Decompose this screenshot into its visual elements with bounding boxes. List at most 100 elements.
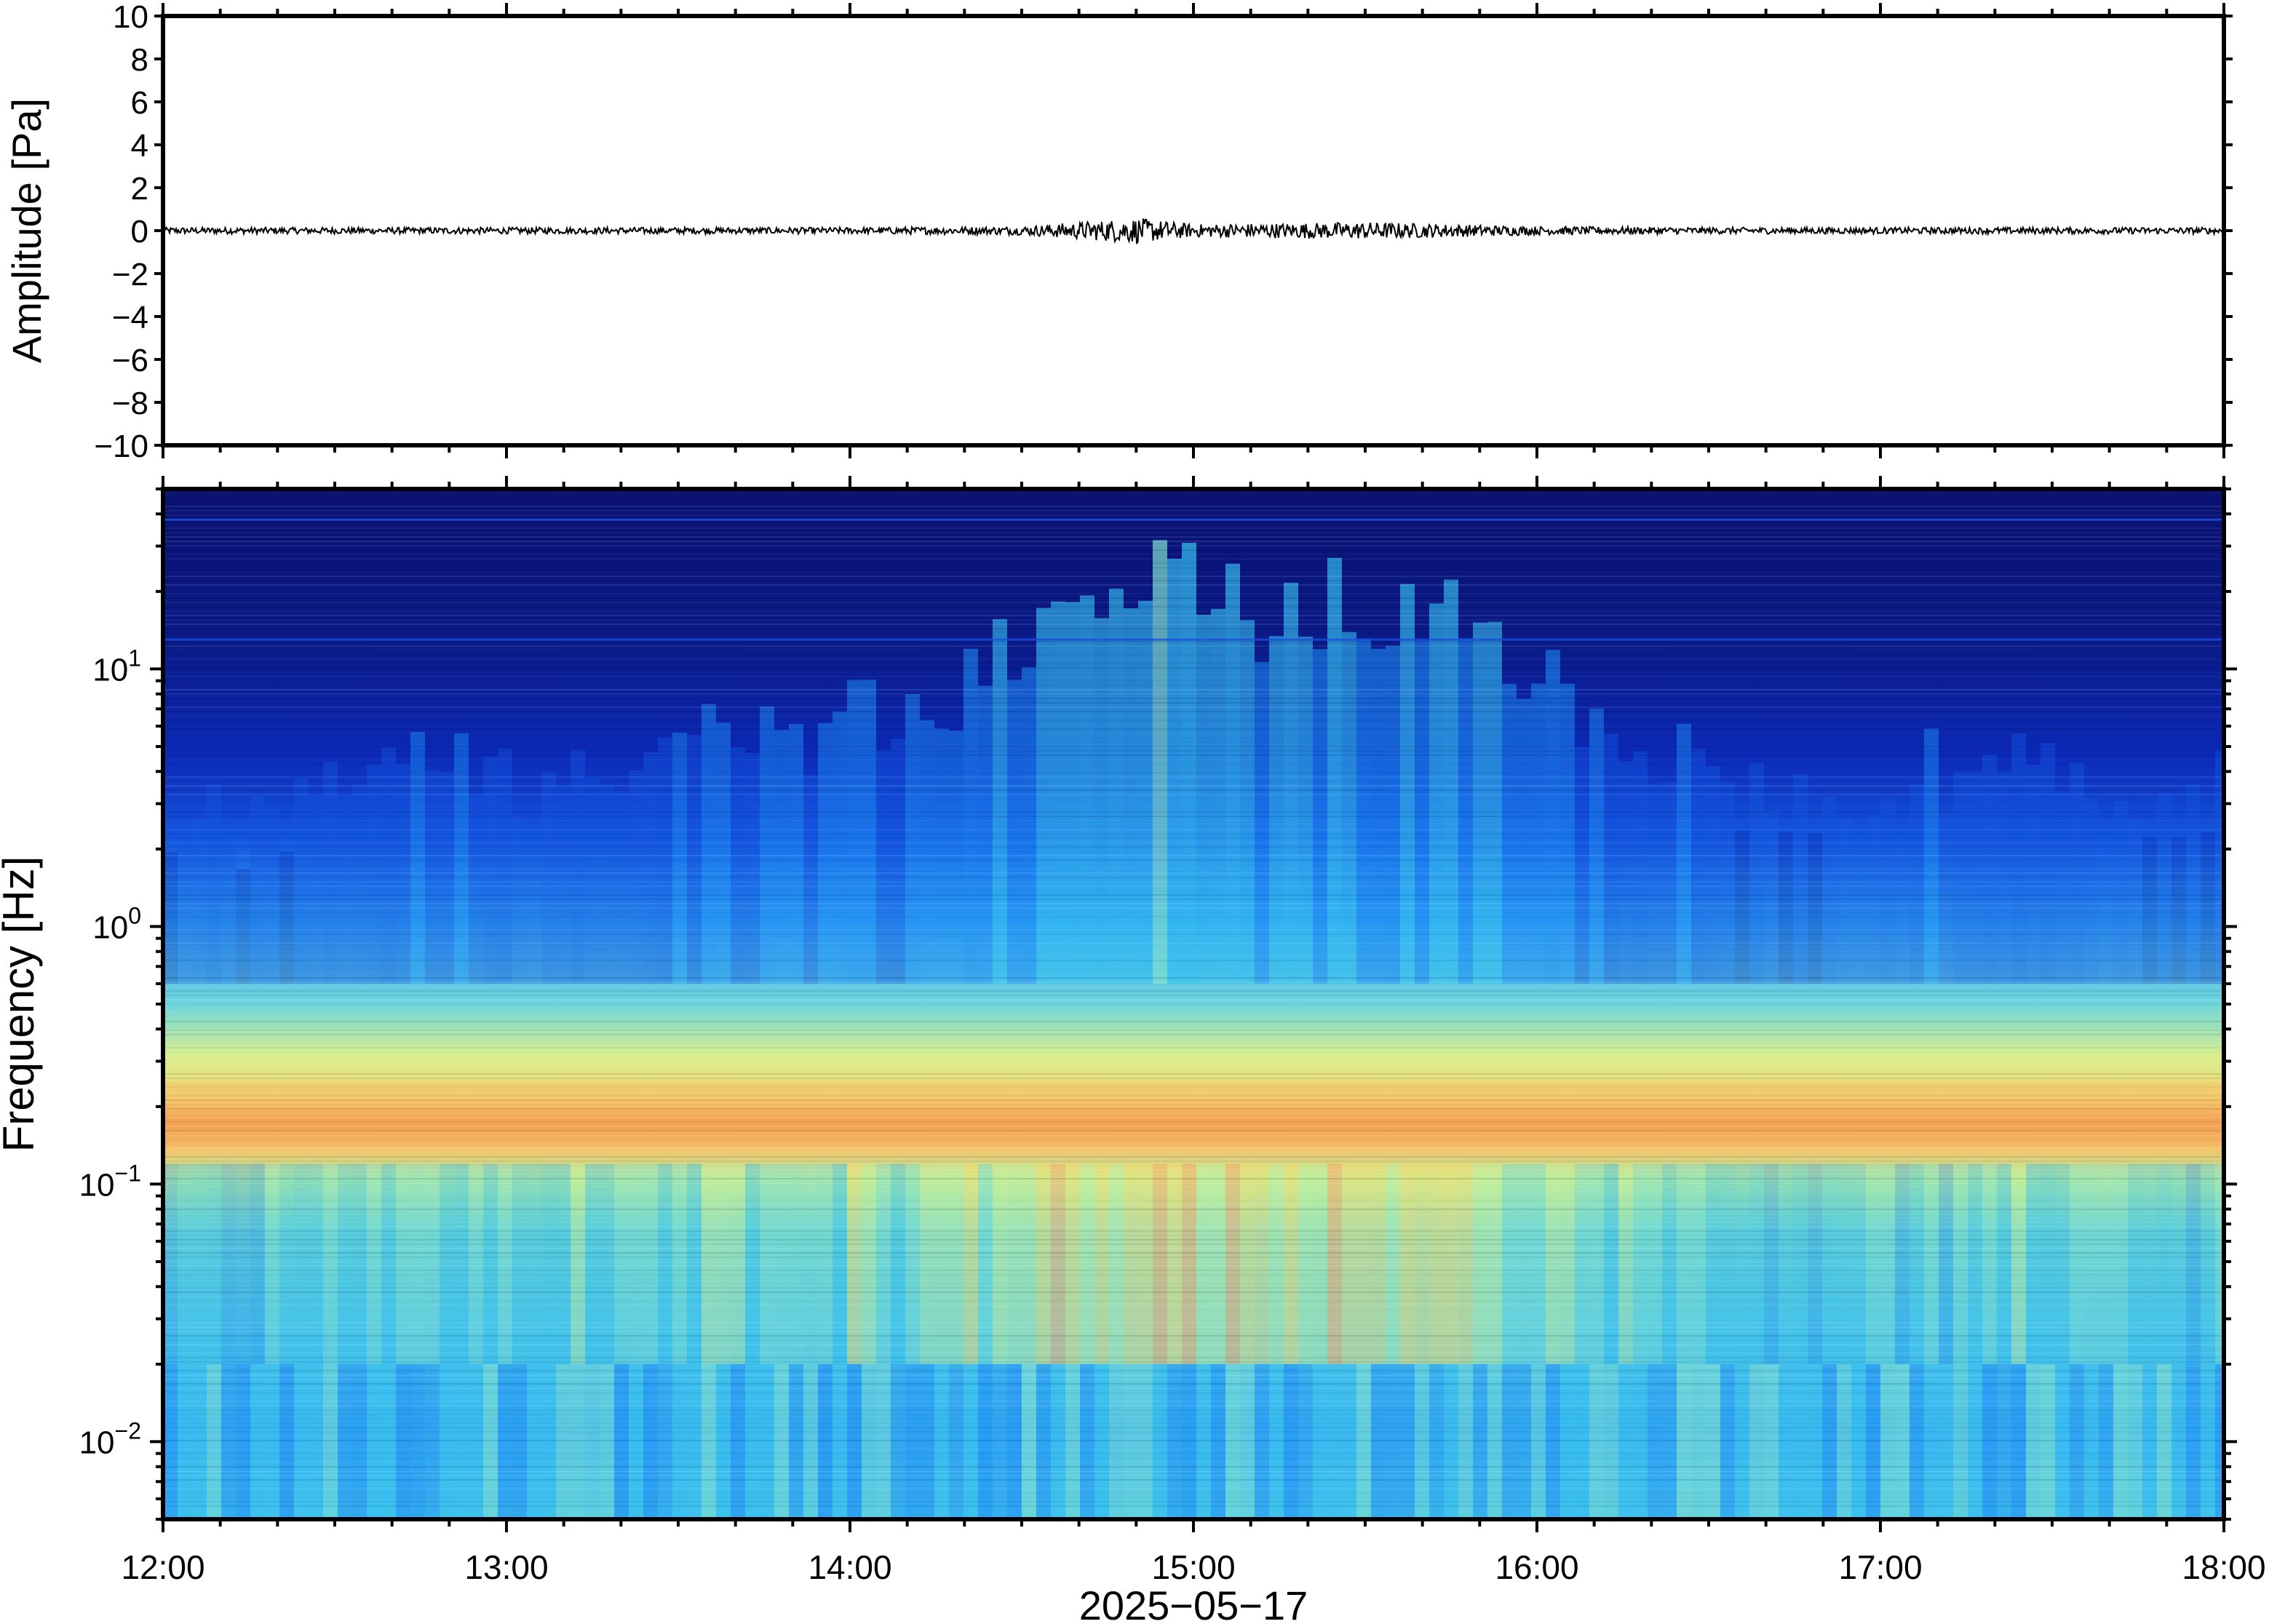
spectrogram-column-high <box>541 772 556 984</box>
spectrogram-column-high <box>512 816 527 984</box>
spectrogram-column-low <box>629 1163 643 1364</box>
spectrogram-column-verylow <box>1531 1364 1546 1519</box>
spectrogram-column-low <box>1706 1163 1720 1364</box>
spectrogram-column-low <box>1458 1163 1473 1364</box>
spectrogram-column-verylow <box>862 1364 876 1519</box>
spectrogram-column-high <box>556 787 571 984</box>
spectrogram-column-low <box>1793 1163 1808 1364</box>
spectrogram-column-verylow <box>876 1364 891 1519</box>
spectrogram-column-verylow <box>1211 1364 1225 1519</box>
spectrogram-column-high <box>818 723 833 984</box>
spectrogram-column-low <box>1022 1163 1036 1364</box>
spectrogram-column-high <box>352 785 367 984</box>
spectrogram-column-verylow <box>716 1364 731 1519</box>
waveform-y-tick-label: 10 <box>113 0 148 35</box>
spectrogram-column-low <box>2113 1163 2128 1364</box>
spectrogram-column-high <box>745 753 760 984</box>
spectrogram-column-verylow <box>1968 1364 1982 1519</box>
spectrogram-column-low <box>1415 1163 1429 1364</box>
spectrogram-column-high <box>425 771 440 984</box>
spectrogram-column-high <box>1386 645 1400 984</box>
spectrogram-column-high <box>1502 683 1517 984</box>
spectrogram-column-low <box>803 1163 818 1364</box>
spectrogram-column-verylow <box>1415 1364 1429 1519</box>
spectrogram-column-low <box>1298 1163 1313 1364</box>
spectrogram-column-verylow <box>1429 1364 1444 1519</box>
spectrogram-column-low <box>381 1163 396 1364</box>
spectrogram-column-high <box>1706 766 1720 984</box>
spectrogram-column-verylow <box>1618 1364 1633 1519</box>
spectrogram-column-high <box>2128 816 2142 984</box>
spectrogram-column-verylow <box>541 1364 556 1519</box>
spectrogram-column-high <box>1007 680 1022 984</box>
spectrogram-column-high <box>207 784 221 984</box>
spectrogram-column-high <box>2055 792 2070 984</box>
spectrogram-column-high <box>2011 733 2026 984</box>
spectrogram-column-high <box>920 720 934 984</box>
spectrogram-column-high <box>1415 640 1429 984</box>
spectrogram-column-high <box>716 723 731 984</box>
spectrogram-column-low <box>658 1163 672 1364</box>
spectrogram-column-verylow <box>847 1364 862 1519</box>
spectrogram-column-verylow <box>221 1364 236 1519</box>
spectrogram-column-verylow <box>1269 1364 1284 1519</box>
spectrogram-column-high <box>993 618 1007 984</box>
spectrogram-column-verylow <box>1240 1364 1255 1519</box>
spectrogram-column-high <box>643 752 658 984</box>
spectrogram-column-high <box>1720 781 1735 984</box>
spectrogram-column-high <box>1225 563 1240 984</box>
spectrogram-column-high <box>2186 784 2201 984</box>
spectrogram-column-low <box>1749 1163 1764 1364</box>
spectrogram-column-high <box>1182 542 1196 984</box>
spectrogram-column-high <box>294 779 309 984</box>
spectrogram-column-high <box>731 747 745 984</box>
waveform-y-tick-label: −2 <box>112 257 148 292</box>
spectrogram-column-verylow <box>833 1364 847 1519</box>
spectrogram-column-low <box>1356 1163 1371 1364</box>
spectrogram-column-high <box>891 739 905 984</box>
waveform-y-axis-label: Amplitude [Pa] <box>4 98 49 363</box>
spectrogram-column-high <box>876 750 891 984</box>
spectrogram-column-high <box>1851 827 1866 984</box>
spectrogram-column-high <box>1779 832 1793 984</box>
spectrogram-column-verylow <box>352 1364 367 1519</box>
spectrogram-column-low <box>687 1163 702 1364</box>
spectrogram-column-verylow <box>2070 1364 2084 1519</box>
waveform-line <box>163 218 2224 245</box>
spectrogram-column-verylow <box>658 1364 672 1519</box>
spectrogram-column-low <box>614 1163 629 1364</box>
spectrogram-column-low <box>2171 1163 2186 1364</box>
spectrogram-column-low <box>1211 1163 1225 1364</box>
spectrogram-column-high <box>279 851 294 984</box>
spectrogram-column-low <box>1982 1163 1997 1364</box>
spectrogram-column-high <box>1487 621 1502 984</box>
spectrogram-column-high <box>1677 723 1691 984</box>
spectrogram-column-low <box>1953 1163 1968 1364</box>
spectrogram-column-high <box>600 784 614 984</box>
spectrogram-column-verylow <box>1880 1364 1895 1519</box>
spectrogram-column-high <box>1255 661 1269 984</box>
spectrogram-frame <box>161 487 2226 1521</box>
spectrogram-column-high <box>1400 584 1415 984</box>
waveform-y-tick-label: 8 <box>131 42 148 78</box>
spectrogram-column-low <box>1880 1163 1895 1364</box>
spectrogram-column-low <box>556 1163 571 1364</box>
spectrogram-column-low <box>978 1163 993 1364</box>
spectrogram-column-high <box>2026 764 2040 984</box>
waveform-y-tick-label: −4 <box>112 300 148 335</box>
spectrogram-column-high <box>1298 636 1313 984</box>
spectrogram-column-high <box>1880 799 1895 984</box>
spectrogram-column-verylow <box>891 1364 905 1519</box>
spectrogram-column-high <box>1895 823 1910 984</box>
spectrogram-column-high <box>2157 792 2171 984</box>
spectrogram-column-low <box>789 1163 803 1364</box>
spectrogram-column-verylow <box>818 1364 833 1519</box>
spectrogram-column-low <box>891 1163 905 1364</box>
spectrogram-column-high <box>1633 751 1648 984</box>
spectrogram-column-verylow <box>1924 1364 1939 1519</box>
spectrogram-column-verylow <box>1575 1364 1589 1519</box>
spectrogram-y-tick-label: 100 <box>92 902 141 945</box>
spectrogram-column-high <box>410 731 425 984</box>
spectrogram-column-verylow <box>774 1364 789 1519</box>
spectrogram-column-verylow <box>483 1364 498 1519</box>
